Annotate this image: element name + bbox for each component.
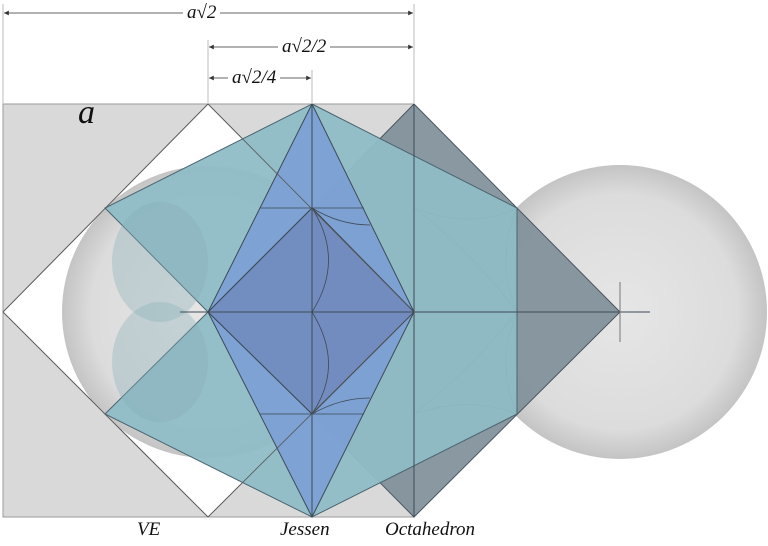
caption-octahedron: Octahedron [385, 519, 476, 540]
dimension-label-full: a√2 [183, 3, 221, 22]
dimension-label-half: a√2/2 [278, 37, 331, 56]
construction-lines [2, 103, 415, 518]
side-length-label: a [78, 94, 95, 131]
caption-ve: VE [137, 519, 161, 540]
dimension-label-quarter: a√2/4 [228, 68, 281, 87]
dimension-extensions [2, 4, 415, 104]
vertical-guides [311, 104, 415, 517]
center-axis [180, 282, 650, 342]
caption-jessen: Jessen [280, 519, 330, 540]
